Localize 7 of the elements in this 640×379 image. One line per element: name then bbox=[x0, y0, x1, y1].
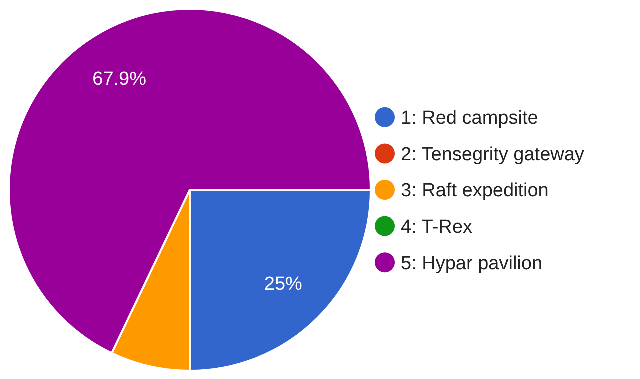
legend-label: 5: Hypar pavilion bbox=[401, 253, 543, 274]
legend-label: 1: Red campsite bbox=[401, 108, 538, 130]
legend-label: 3: Raft expedition bbox=[401, 180, 549, 202]
legend-label: 2: Tensegrity gateway bbox=[401, 144, 585, 166]
data-label: 67.9% bbox=[92, 68, 147, 90]
data-label: 25% bbox=[264, 274, 303, 296]
legend-label: 4: T-Rex bbox=[401, 216, 473, 238]
